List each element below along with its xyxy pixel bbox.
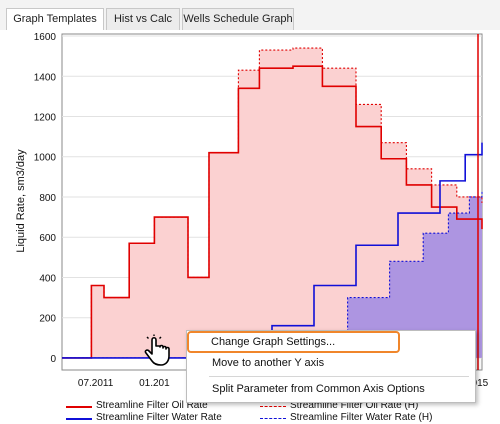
menu-separator (209, 376, 469, 377)
legend-item-oil-rate: Streamline Filter Oil Rate (66, 400, 246, 412)
tab-graph-templates[interactable]: Graph Templates (6, 8, 104, 31)
legend-item-water-rate-h: Streamline Filter Water Rate (H) (260, 412, 460, 424)
x-tick-label: 01.201 (139, 378, 170, 389)
legend-item-water-rate: Streamline Filter Water Rate (66, 412, 246, 424)
y-tick-label: 1200 (34, 112, 57, 123)
legend-swatch (66, 406, 92, 408)
chart-legend: Streamline Filter Oil Rate Streamline Fi… (60, 400, 500, 424)
y-tick-label: 1000 (34, 153, 57, 164)
oil-rate-h-line (62, 47, 483, 359)
legend-label: Streamline Filter Oil Rate (H) (290, 400, 419, 411)
tab-hist-vs-calc[interactable]: Hist vs Calc (106, 8, 180, 30)
y-tick-label: 600 (39, 233, 56, 244)
y-tick-label: 1400 (34, 72, 57, 83)
menu-item-split-parameter[interactable]: Split Parameter from Common Axis Options (212, 383, 425, 395)
legend-swatch (66, 418, 92, 420)
y-axis-label: Liquid Rate, sm3/day (15, 149, 27, 253)
tab-strip: Graph Templates Hist vs Calc Wells Sched… (0, 0, 500, 31)
legend-label: Streamline Filter Oil Rate (96, 400, 208, 411)
y-tick-label: 200 (39, 314, 56, 325)
legend-swatch (260, 418, 286, 419)
hand-pointer-icon (144, 334, 170, 366)
tab-wells-schedule-graph[interactable]: Wells Schedule Graph (182, 8, 294, 30)
legend-item-oil-rate-h: Streamline Filter Oil Rate (H) (260, 400, 460, 412)
legend-label: Streamline Filter Water Rate (96, 412, 222, 423)
menu-item-move-to-another-y-axis[interactable]: Move to another Y axis (212, 357, 325, 369)
y-tick-label: 400 (39, 273, 56, 284)
water-rate-h-line (62, 190, 483, 359)
legend-swatch (260, 406, 286, 407)
y-tick-label: 1600 (34, 32, 57, 43)
legend-label: Streamline Filter Water Rate (H) (290, 412, 433, 423)
graph-panel: 0 200 400 600 800 1000 1200 1400 1600 07.2011 01.2… (0, 30, 500, 424)
y-tick-label: 0 (50, 354, 56, 365)
water-rate-h-area (62, 190, 482, 358)
oil-rate-h-area (62, 48, 482, 358)
x-tick-label: 015 (472, 378, 489, 389)
menu-item-change-graph-settings[interactable]: Change Graph Settings... (187, 331, 400, 353)
x-tick-label: 07.2011 (78, 378, 114, 389)
liquid-rate-chart[interactable]: 0 200 400 600 800 1000 1200 1400 1600 07.2011 01.2… (0, 30, 500, 424)
context-menu: Change Graph Settings... Move to another… (186, 330, 476, 403)
y-tick-label: 800 (39, 193, 56, 204)
